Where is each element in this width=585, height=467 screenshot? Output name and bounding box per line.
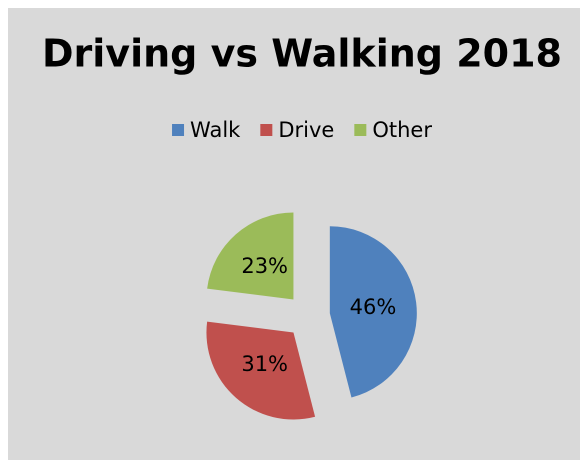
pie-slice xyxy=(329,226,417,398)
pie-slice xyxy=(206,321,316,420)
legend-label: Drive xyxy=(278,118,334,142)
legend-marker xyxy=(260,124,273,136)
chart-title: Driving vs Walking 2018 xyxy=(42,32,562,76)
legend-marker xyxy=(354,124,367,136)
legend-label: Walk xyxy=(190,118,241,142)
data-label: 46% xyxy=(350,295,397,319)
data-label: 23% xyxy=(241,254,288,278)
pie-slice xyxy=(207,212,294,300)
legend-label: Other xyxy=(372,118,432,142)
legend-marker xyxy=(172,124,185,136)
data-label: 31% xyxy=(241,352,288,376)
